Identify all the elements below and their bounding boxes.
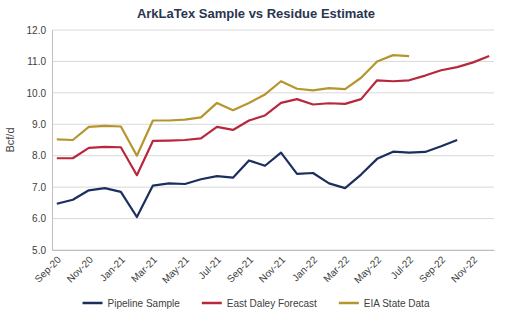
x-tick: Jan-21: [98, 250, 128, 283]
x-tick: Jul-22: [388, 250, 415, 281]
y-tick: 8.0: [32, 150, 52, 161]
x-tick: Mar-21: [129, 250, 159, 284]
x-tick: Jul-21: [196, 250, 223, 281]
y-tick-label: 5.0: [32, 245, 46, 256]
grid-line: [52, 187, 494, 188]
x-tick-label: Mar-21: [129, 254, 159, 284]
y-tick-label: 11.0: [27, 56, 46, 67]
y-tick: 11.0: [27, 56, 52, 67]
legend-label: EIA State Data: [364, 298, 430, 309]
x-tick-label: Jul-22: [388, 254, 415, 281]
x-axis: Sep-20Nov-20Jan-21Mar-21May-21Jul-21Sep-…: [33, 250, 495, 285]
x-tick: May-21: [160, 250, 192, 285]
y-tick-label: 9.0: [32, 119, 46, 130]
x-tick: Nov-20: [65, 250, 96, 285]
title: ArkLaTex Sample vs Residue Estimate: [137, 6, 375, 21]
legend: Pipeline Sample East Daley Forecast EIA St…: [83, 298, 430, 309]
x-tick-label: May-21: [160, 254, 192, 286]
plot: 5.06.07.08.09.010.011.012.0Sep-20Nov-20J…: [27, 25, 495, 286]
y-tick: 5.0: [32, 245, 52, 256]
x-tick-label: Jul-21: [196, 254, 223, 281]
y-tick: 12.0: [27, 25, 52, 36]
x-tick-label: Sep-22: [417, 254, 448, 285]
series-line: [57, 55, 409, 156]
y-tick-label: 10.0: [27, 88, 47, 99]
grid: [52, 30, 494, 250]
legend-swatch: [83, 302, 103, 305]
x-tick-label: Nov-20: [65, 254, 96, 285]
grid-line: [52, 218, 494, 219]
legend-label: Pipeline Sample: [108, 298, 181, 309]
x-tick-label: Sep-21: [225, 254, 256, 285]
series-line: [57, 56, 489, 175]
legend-item: East Daley Forecast: [202, 298, 317, 309]
x-axis-line: [53, 250, 495, 251]
grid-line: [52, 92, 494, 93]
y-tick: 7.0: [32, 182, 52, 193]
y-tick-label: 7.0: [32, 182, 46, 193]
x-tick: Nov-22: [449, 250, 480, 285]
grid-line: [52, 250, 494, 251]
x-tick: May-22: [352, 250, 384, 285]
y-axis-line: [52, 31, 53, 251]
grid-line: [52, 124, 494, 125]
y-tick-label: 6.0: [32, 213, 46, 224]
x-tick-label: Nov-21: [257, 254, 288, 285]
chart: ArkLaTex Sample vs Residue Estimate 5.0 6.…: [0, 0, 512, 312]
legend-item: EIA State Data: [339, 298, 430, 309]
x-tick-label: Jan-22: [290, 254, 320, 284]
x-tick: Jan-22: [290, 250, 320, 283]
x-tick: Sep-20: [33, 250, 64, 285]
x-tick: Nov-21: [257, 250, 288, 285]
y-tick-label: 12.0: [27, 25, 47, 36]
x-tick-label: Mar-22: [321, 254, 351, 284]
grid-line: [52, 30, 494, 31]
y-tick: 10.0: [27, 88, 52, 99]
lines: [57, 55, 489, 217]
series-line: [57, 140, 457, 217]
x-tick-label: Nov-22: [449, 254, 480, 285]
y-tick: 9.0: [32, 119, 52, 130]
x-tick: Sep-21: [225, 250, 256, 285]
x-tick-label: Sep-20: [33, 254, 64, 285]
grid-line: [52, 155, 494, 156]
y-tick: 6.0: [32, 213, 52, 224]
y-axis: 5.0 6.0 7.0 8.0 9.0 10.0 11.0 12.0: [27, 25, 53, 256]
legend-item: Pipeline Sample: [83, 298, 181, 309]
legend-swatch: [339, 302, 359, 305]
x-tick: Sep-22: [417, 250, 448, 285]
legend-swatch: [202, 302, 222, 305]
y-tick-label: 8.0: [32, 150, 46, 161]
x-tick-label: May-22: [352, 254, 384, 286]
grid-line: [52, 61, 494, 62]
x-tick-label: Jan-21: [98, 254, 128, 284]
x-tick: Mar-22: [321, 250, 351, 284]
legend-label: East Daley Forecast: [227, 298, 317, 309]
y-axis-title: Bcf/d: [4, 127, 16, 152]
